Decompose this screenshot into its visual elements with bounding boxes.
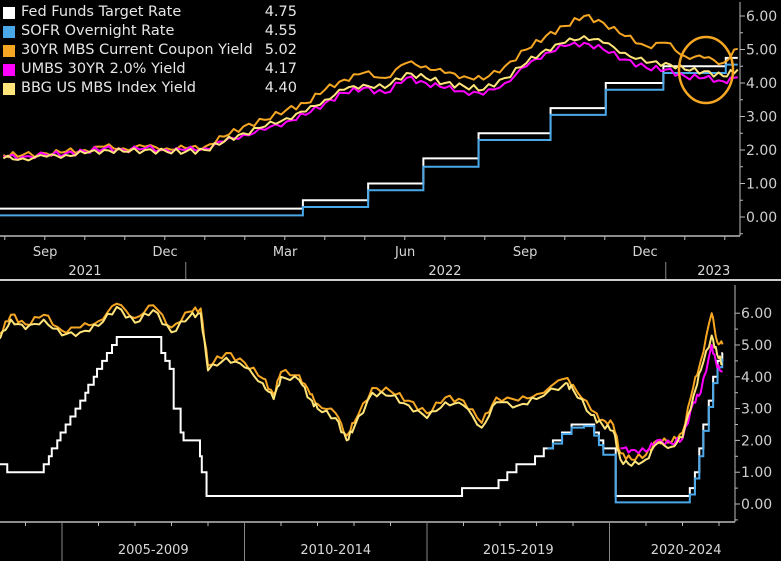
legend-value: 5.02: [264, 42, 297, 58]
legend-value: 4.55: [264, 23, 297, 39]
x-month-label: Sep: [513, 245, 538, 260]
series-bbg-line: [0, 305, 723, 467]
legend-item-sofr: SOFR Overnight Rate 4.55: [3, 22, 297, 41]
y-tick-label: 0.00: [741, 497, 772, 513]
x-period-label: 2020-2024: [651, 543, 722, 558]
series-umbs-line: [620, 344, 723, 455]
y-tick-label: 6.00: [746, 9, 777, 25]
x-period-label: 2010-2014: [300, 543, 371, 558]
legend-value: 4.75: [264, 4, 297, 20]
y-tick-label: 1.00: [746, 177, 777, 193]
legend-item-bbg-index: BBG US MBS Index Yield 4.40: [3, 79, 297, 98]
series-bbg-line: [2, 35, 739, 162]
legend-label: SOFR Overnight Rate: [21, 23, 175, 39]
legend-item-fed-funds: Fed Funds Target Rate 4.75: [3, 3, 297, 22]
x-month-label: Mar: [273, 245, 298, 260]
series-fed-line: [0, 336, 724, 498]
series-mbs_cc-line: [2, 14, 738, 159]
y-tick-label: 6.00: [741, 306, 772, 322]
legend-swatch: [3, 25, 15, 38]
y-tick-label: 4.00: [746, 76, 777, 92]
series-mbs_cc-line: [0, 302, 724, 462]
legend-swatch: [3, 6, 15, 19]
x-period-label: 2015-2019: [483, 543, 554, 558]
y-tick-label: 0.00: [746, 210, 777, 226]
y-tick-label: 1.00: [741, 465, 772, 481]
legend: Fed Funds Target Rate 4.75 SOFR Overnight…: [3, 3, 297, 98]
legend-item-umbs: UMBS 30YR 2.0% Yield 4.17: [3, 60, 297, 79]
y-tick-label: 3.00: [746, 110, 777, 126]
highlight-circle: [677, 35, 735, 105]
x-month-label: Dec: [153, 245, 178, 260]
x-period-label: 2005-2009: [118, 543, 189, 558]
y-tick-label: 3.00: [741, 402, 772, 418]
x-month-label: Dec: [633, 245, 658, 260]
legend-label: UMBS 30YR 2.0% Yield: [21, 61, 186, 77]
bottom-panel: 0.00 1.00 2.00 3.00 4.00 5.00 6.00 2005-2009 201…: [0, 285, 772, 561]
legend-item-mbs-current-coupon: 30YR MBS Current Coupon Yield 5.02: [3, 41, 297, 60]
x-month-label: Sep: [33, 245, 58, 260]
y-tick-label: 2.00: [746, 143, 777, 159]
legend-label: Fed Funds Target Rate: [21, 4, 182, 20]
legend-label: 30YR MBS Current Coupon Yield: [21, 42, 253, 58]
legend-swatch: [3, 44, 15, 57]
x-year-label: 2022: [428, 264, 461, 279]
legend-value: 4.17: [264, 61, 297, 77]
x-month-label: Jun: [394, 245, 415, 260]
y-tick-label: 2.00: [741, 433, 772, 449]
legend-swatch: [3, 82, 15, 95]
y-tick-label: 5.00: [741, 338, 772, 354]
y-tick-label: 4.00: [741, 370, 772, 386]
top-panel: 0.00 1.00 2.00 3.00 4.00 5.00 6.00 Sep Dec Mar Jun…: [0, 2, 781, 281]
x-year-label: 2023: [697, 264, 730, 279]
y-tick-label: 5.00: [746, 43, 777, 59]
legend-value: 4.40: [264, 80, 297, 96]
series-sofr-line: [547, 358, 724, 504]
legend-swatch: [3, 63, 15, 76]
legend-label: BBG US MBS Index Yield: [21, 80, 196, 96]
x-year-label: 2021: [68, 264, 101, 279]
